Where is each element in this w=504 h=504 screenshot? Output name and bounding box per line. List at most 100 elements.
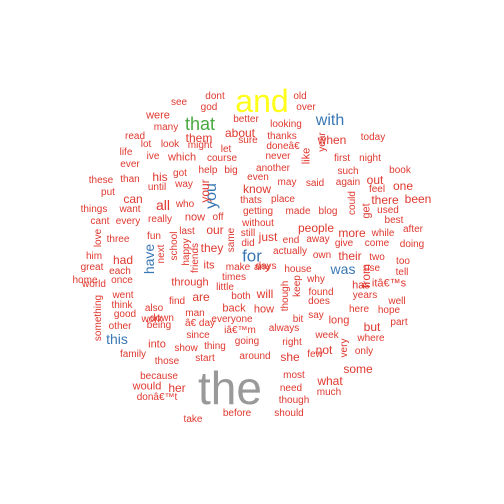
cloud-word: days	[255, 261, 277, 272]
cloud-word: long	[328, 314, 350, 327]
cloud-word: most	[283, 370, 305, 381]
cloud-word: got	[173, 168, 187, 179]
cloud-word: had	[112, 253, 134, 267]
cloud-word: little	[216, 282, 234, 293]
cloud-word: through	[171, 276, 209, 289]
cloud-word: did	[241, 238, 255, 249]
cloud-word: looking	[270, 119, 302, 130]
cloud-word: are	[192, 290, 210, 304]
cloud-word: every	[115, 216, 141, 227]
cloud-word: them	[185, 131, 213, 145]
cloud-word: into	[148, 338, 166, 351]
cloud-word: same	[226, 227, 237, 253]
cloud-word: off	[212, 212, 224, 223]
cloud-word: well	[388, 296, 406, 307]
cloud-word: where	[357, 333, 385, 344]
cloud-word: down	[150, 313, 174, 324]
cloud-word: always	[268, 323, 300, 334]
cloud-word: ive	[146, 151, 160, 162]
cloud-word: only	[354, 346, 374, 357]
cloud-word: put	[101, 187, 115, 198]
cloud-word: one	[392, 179, 414, 193]
cloud-word: lot	[140, 139, 152, 150]
cloud-word: way	[175, 179, 193, 190]
cloud-word: went	[112, 290, 134, 301]
cloud-word: who	[175, 199, 195, 210]
cloud-word: were	[146, 109, 170, 122]
cloud-word: too	[396, 256, 410, 267]
cloud-word: could	[347, 191, 358, 215]
cloud-word: his	[152, 170, 168, 184]
cloud-word: thats	[240, 195, 262, 206]
cloud-word: once	[111, 275, 133, 286]
cloud-word: very	[339, 338, 350, 358]
cloud-word: find	[168, 296, 186, 307]
cloud-word: week	[315, 330, 339, 341]
cloud-word: right	[282, 337, 302, 348]
cloud-word: have	[141, 243, 157, 275]
cloud-word: show	[174, 343, 198, 354]
cloud-word: does	[308, 296, 330, 307]
cloud-word: over	[296, 102, 316, 113]
cloud-word: own	[312, 250, 332, 261]
cloud-word: keep	[292, 275, 303, 297]
cloud-word: course	[206, 153, 238, 164]
cloud-word: after	[402, 224, 424, 235]
cloud-word: the	[198, 362, 262, 414]
cloud-word: should	[274, 408, 304, 419]
cloud-word: two	[369, 252, 385, 263]
cloud-word: fun	[147, 231, 161, 242]
cloud-word: something	[93, 294, 104, 342]
cloud-word: night	[359, 153, 381, 164]
cloud-word: again	[335, 177, 361, 188]
cloud-word: both	[231, 291, 251, 302]
cloud-word: about	[224, 126, 256, 140]
cloud-word: made	[285, 206, 311, 217]
cloud-word: â€ day	[184, 318, 216, 329]
cloud-word: iâ€™m	[224, 325, 256, 336]
cloud-word: thanks	[267, 131, 297, 142]
cloud-word: never	[265, 151, 291, 162]
cloud-word: such	[337, 166, 359, 177]
cloud-word: like	[300, 147, 313, 165]
cloud-word: though	[278, 395, 310, 406]
cloud-word: those	[154, 356, 180, 367]
cloud-word: even	[247, 172, 269, 183]
cloud-word: though	[280, 280, 291, 312]
cloud-word: look	[160, 139, 180, 150]
cloud-word: take	[183, 414, 203, 425]
cloud-word: come	[364, 238, 390, 249]
cloud-word: found	[308, 287, 334, 298]
cloud-word: people	[297, 221, 335, 235]
cloud-word: your	[198, 179, 212, 203]
cloud-word: school	[169, 231, 180, 261]
cloud-word: need	[279, 383, 303, 394]
cloud-word: thing	[204, 341, 226, 352]
cloud-word: out	[366, 173, 384, 187]
cloud-word: its	[203, 259, 215, 272]
cloud-word: back	[222, 302, 246, 315]
cloud-word: would	[132, 380, 162, 393]
cloud-word: family	[119, 349, 147, 360]
cloud-word: him	[85, 251, 103, 262]
cloud-word: when	[317, 133, 347, 147]
cloud-word: ever	[120, 159, 140, 170]
cloud-word: around	[239, 351, 271, 362]
cloud-word: she	[280, 350, 300, 364]
cloud-word: our	[206, 223, 224, 237]
cloud-word: other	[108, 321, 132, 332]
cloud-word: world	[82, 279, 106, 290]
cloud-word: last	[179, 226, 195, 237]
cloud-word: make	[225, 262, 251, 273]
cloud-word: start	[195, 353, 215, 364]
cloud-word: want	[119, 204, 141, 215]
cloud-word: feel	[368, 184, 386, 195]
cloud-word: while	[371, 228, 395, 239]
cloud-word: going	[234, 336, 260, 347]
cloud-word: first	[333, 153, 351, 164]
cloud-word: another	[256, 163, 290, 174]
cloud-word: house	[284, 264, 312, 275]
cloud-word: love	[93, 228, 104, 248]
cloud-word: great	[80, 262, 104, 273]
cloud-word: dont	[205, 91, 225, 102]
